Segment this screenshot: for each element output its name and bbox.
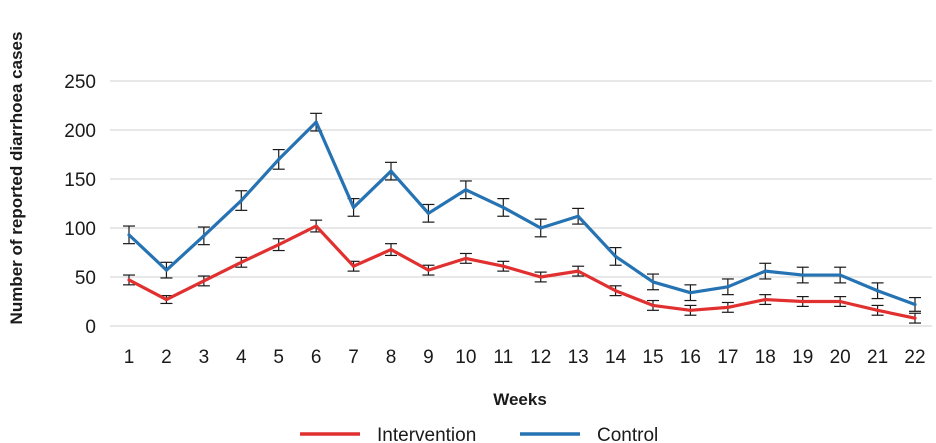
x-tick-label: 14 bbox=[605, 347, 627, 368]
data-point bbox=[875, 289, 880, 293]
data-point bbox=[838, 299, 842, 304]
data-point bbox=[202, 234, 206, 238]
x-tick-label: 9 bbox=[423, 347, 434, 368]
y-tick-label: 0 bbox=[85, 317, 96, 338]
x-tick-label: 15 bbox=[642, 347, 663, 368]
series-control bbox=[123, 112, 921, 312]
data-point bbox=[464, 256, 468, 260]
y-tick-label: 50 bbox=[75, 268, 96, 289]
data-point bbox=[277, 157, 281, 161]
data-point bbox=[389, 247, 393, 252]
x-axis-title: Weeks bbox=[493, 390, 547, 409]
data-point bbox=[464, 188, 468, 192]
data-point bbox=[576, 269, 580, 273]
data-point bbox=[351, 205, 356, 210]
y-tick-label: 100 bbox=[64, 219, 96, 240]
data-point bbox=[801, 299, 805, 304]
legend-label: Intervention bbox=[377, 425, 476, 443]
data-point bbox=[539, 226, 543, 230]
x-tick-label: 2 bbox=[161, 347, 172, 368]
data-point bbox=[726, 305, 730, 309]
data-point bbox=[164, 268, 169, 272]
data-point bbox=[688, 291, 693, 295]
data-point bbox=[501, 205, 505, 210]
x-tick-label: 4 bbox=[236, 347, 247, 368]
data-point bbox=[613, 254, 618, 259]
y-axis-title: Number of reported diarrhoea cases bbox=[7, 32, 26, 325]
data-point bbox=[913, 302, 917, 307]
legend-item-control: Control bbox=[520, 425, 658, 443]
data-point bbox=[651, 303, 655, 308]
series-layer bbox=[123, 112, 921, 324]
x-tick-label: 16 bbox=[680, 347, 701, 368]
x-tick-label: 21 bbox=[867, 347, 888, 368]
data-point bbox=[351, 264, 356, 268]
y-axis-ticks: 0 50 100 150 200 250 bbox=[64, 72, 96, 338]
legend: Intervention Control bbox=[300, 425, 658, 443]
x-tick-label: 8 bbox=[386, 347, 397, 368]
data-point bbox=[426, 268, 431, 272]
data-point bbox=[239, 260, 243, 264]
x-axis-ticks: 1 2 3 4 5 6 7 8 9 10 11 12 13 14 15 16 17 18 19 20 21 22 bbox=[124, 347, 926, 368]
data-point bbox=[314, 120, 318, 124]
x-tick-label: 19 bbox=[792, 347, 813, 368]
x-tick-label: 1 bbox=[124, 347, 135, 368]
x-tick-label: 17 bbox=[717, 347, 738, 368]
grid-lines bbox=[110, 80, 932, 327]
series-line bbox=[127, 120, 916, 306]
data-point bbox=[688, 308, 693, 312]
x-tick-label: 11 bbox=[493, 347, 513, 368]
series-intervention bbox=[123, 219, 921, 324]
y-tick-label: 150 bbox=[64, 170, 96, 191]
x-tick-label: 12 bbox=[530, 347, 551, 368]
data-point bbox=[726, 285, 730, 289]
x-tick-label: 13 bbox=[568, 347, 589, 368]
data-point bbox=[501, 264, 505, 268]
series-line bbox=[128, 224, 916, 320]
x-tick-label: 7 bbox=[348, 347, 359, 368]
data-point bbox=[651, 280, 655, 284]
x-tick-label: 18 bbox=[755, 347, 776, 368]
data-point bbox=[239, 198, 243, 203]
data-point bbox=[389, 169, 393, 173]
x-tick-label: 6 bbox=[311, 347, 322, 368]
x-tick-label: 20 bbox=[830, 347, 851, 368]
data-point bbox=[763, 269, 767, 273]
data-point bbox=[913, 316, 917, 320]
data-point bbox=[838, 273, 842, 277]
x-tick-label: 22 bbox=[904, 347, 925, 368]
data-point bbox=[127, 278, 131, 282]
data-point bbox=[426, 211, 431, 215]
x-tick-label: 3 bbox=[199, 347, 210, 368]
data-point bbox=[763, 297, 767, 302]
data-point bbox=[613, 289, 618, 293]
data-point bbox=[875, 308, 880, 312]
data-point bbox=[202, 279, 206, 283]
data-point bbox=[127, 233, 131, 237]
y-tick-label: 250 bbox=[64, 72, 96, 93]
data-point bbox=[576, 214, 580, 218]
legend-item-intervention: Intervention bbox=[300, 425, 476, 443]
data-point bbox=[277, 243, 281, 247]
x-tick-label: 5 bbox=[273, 347, 284, 368]
y-tick-label: 200 bbox=[64, 121, 96, 142]
x-tick-label: 10 bbox=[455, 347, 476, 368]
data-point bbox=[164, 297, 169, 302]
data-point bbox=[801, 273, 805, 277]
legend-label: Control bbox=[597, 425, 658, 443]
data-point bbox=[314, 224, 318, 228]
data-point bbox=[539, 275, 543, 279]
